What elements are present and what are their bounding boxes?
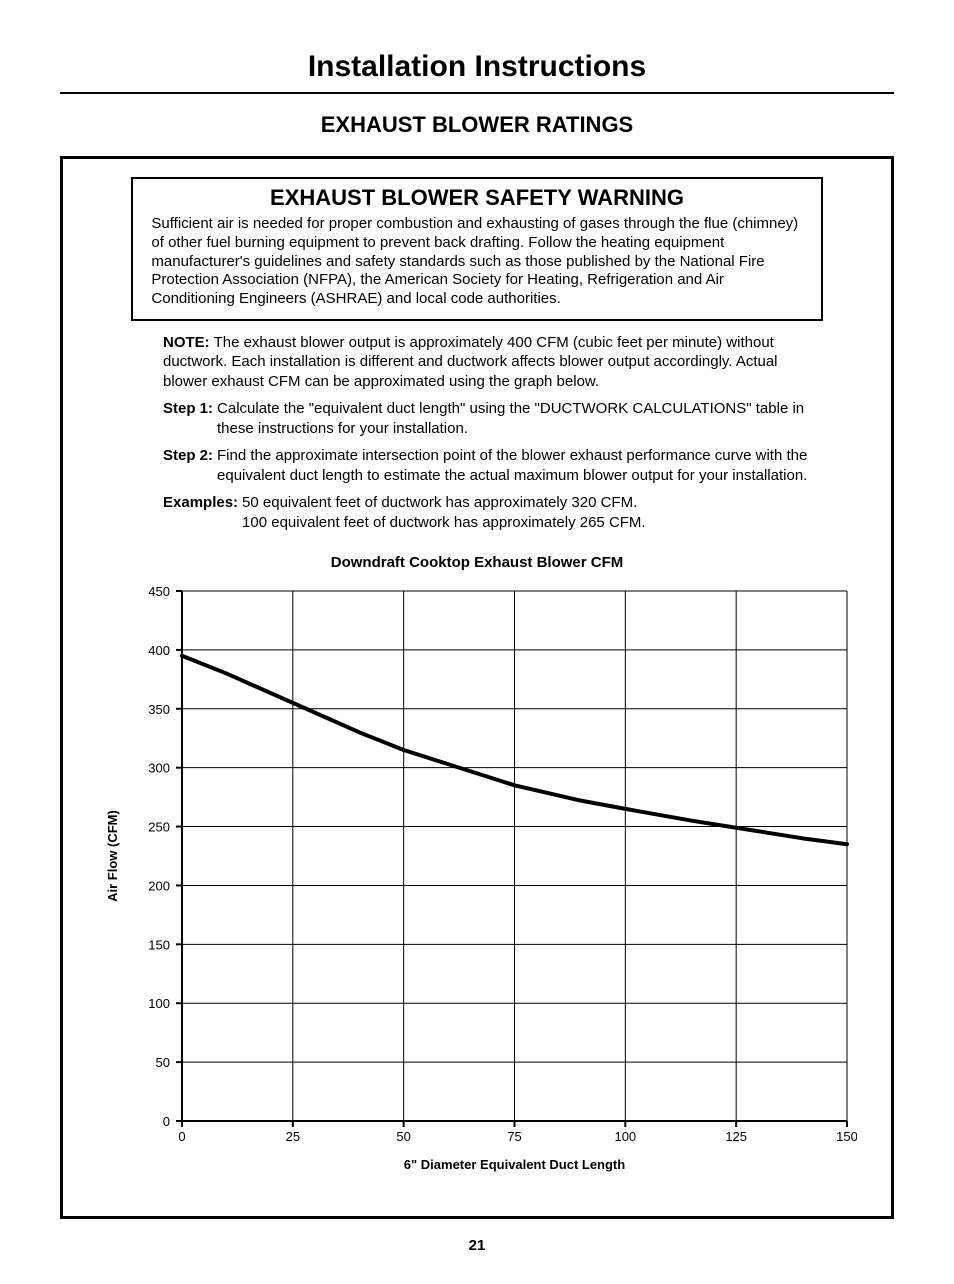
examples-line-1: 50 equivalent feet of ductwork has appro… — [242, 493, 646, 513]
page-number: 21 — [60, 1237, 894, 1254]
warning-title: EXHAUST BLOWER SAFETY WARNING — [151, 185, 802, 211]
svg-text:250: 250 — [148, 820, 170, 835]
step-2: Step 2: Find the approximate intersectio… — [163, 446, 821, 485]
chart-svg: 0 25 50 75 100 125 150 0 50 100 150 200 250 300 350 400… — [97, 581, 857, 1181]
chart-title: Downdraft Cooktop Exhaust Blower CFM — [93, 554, 861, 571]
step-1-text: Calculate the "equivalent duct length" u… — [217, 399, 821, 438]
chart: 0 25 50 75 100 125 150 0 50 100 150 200 250 300 350 400… — [97, 581, 857, 1186]
svg-text:150: 150 — [836, 1129, 857, 1144]
content-box: EXHAUST BLOWER SAFETY WARNING Sufficient… — [60, 156, 894, 1219]
section-title: EXHAUST BLOWER RATINGS — [60, 112, 894, 138]
step-2-label: Step 2: — [163, 446, 217, 485]
step-2-text: Find the approximate intersection point … — [217, 446, 821, 485]
note-text: The exhaust blower output is approximate… — [163, 334, 778, 390]
examples-block: Examples: 50 equivalent feet of ductwork… — [163, 493, 821, 532]
svg-text:Air Flow (CFM): Air Flow (CFM) — [105, 810, 120, 902]
warning-text: Sufficient air is needed for proper comb… — [151, 215, 802, 309]
examples-label: Examples: — [163, 493, 242, 532]
examples-line-2: 100 equivalent feet of ductwork has appr… — [242, 513, 646, 533]
page-title: Installation Instructions — [60, 50, 894, 94]
svg-text:0: 0 — [163, 1114, 170, 1129]
svg-text:100: 100 — [148, 996, 170, 1011]
svg-text:50: 50 — [396, 1129, 410, 1144]
note-label: NOTE: — [163, 334, 210, 351]
svg-text:100: 100 — [614, 1129, 636, 1144]
svg-text:50: 50 — [156, 1055, 170, 1070]
svg-text:6" Diameter Equivalent Duct Le: 6" Diameter Equivalent Duct Length — [404, 1157, 625, 1172]
svg-text:400: 400 — [148, 643, 170, 658]
step-1-label: Step 1: — [163, 399, 217, 438]
svg-text:0: 0 — [178, 1129, 185, 1144]
step-1: Step 1: Calculate the "equivalent duct l… — [163, 399, 821, 438]
warning-box: EXHAUST BLOWER SAFETY WARNING Sufficient… — [131, 177, 822, 321]
svg-text:200: 200 — [148, 879, 170, 894]
svg-text:75: 75 — [507, 1129, 521, 1144]
svg-text:125: 125 — [725, 1129, 747, 1144]
svg-text:300: 300 — [148, 761, 170, 776]
svg-text:350: 350 — [148, 702, 170, 717]
svg-text:25: 25 — [286, 1129, 300, 1144]
svg-text:450: 450 — [148, 584, 170, 599]
note-block: NOTE: The exhaust blower output is appro… — [163, 333, 821, 392]
svg-text:150: 150 — [148, 938, 170, 953]
